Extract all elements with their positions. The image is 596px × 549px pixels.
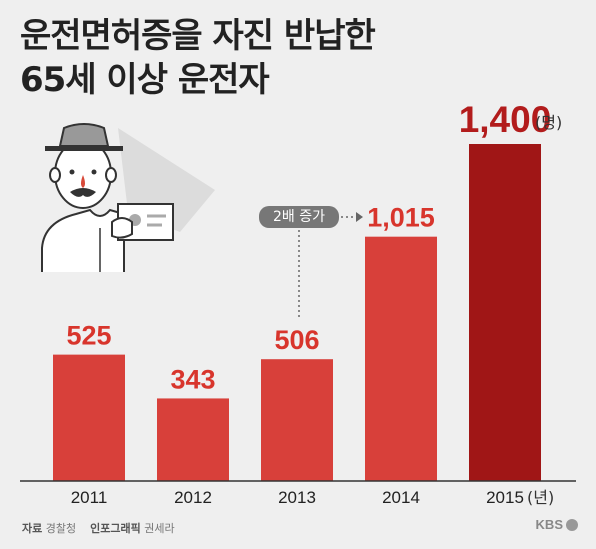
bar-2014 bbox=[365, 236, 437, 481]
category-unit-label: (년) bbox=[527, 488, 554, 507]
annotation-label: 2배 증가 bbox=[273, 209, 325, 225]
bar-2013 bbox=[261, 359, 333, 481]
broadcaster-logo: KBS bbox=[536, 517, 578, 532]
annotation: 2배 증가 bbox=[259, 206, 363, 320]
logo-icon bbox=[566, 518, 578, 531]
x-tick-2013: 2013 bbox=[278, 488, 316, 507]
chart-title: 운전면허증을 자진 반납한 65세 이상 운전자 bbox=[20, 14, 376, 102]
footer-credits: 자료 경찰청 인포그래픽 권세라 bbox=[22, 520, 175, 536]
bars-layer: 525 2011 343 2012 506 2013 1,015 2014 1,400(명) 20… bbox=[53, 99, 562, 507]
value-label-2015: 1,400 bbox=[459, 99, 552, 140]
elderly-driver-illustration bbox=[41, 123, 215, 272]
annotation-arrow-head bbox=[356, 212, 363, 222]
title-line-1: 운전면허증을 자진 반납한 bbox=[20, 16, 376, 56]
title-line-2: 65세 이상 운전자 bbox=[20, 60, 270, 100]
x-tick-2015: 2015 bbox=[486, 488, 524, 507]
bar-2012 bbox=[157, 398, 229, 481]
x-tick-2011: 2011 bbox=[71, 488, 108, 507]
x-tick-2014: 2014 bbox=[382, 488, 420, 507]
source-label: 자료 bbox=[22, 522, 43, 535]
credit-value: 권세라 bbox=[144, 522, 175, 535]
value-label-2013: 506 bbox=[274, 325, 319, 355]
value-label-2012: 343 bbox=[170, 364, 215, 394]
source-value: 경찰청 bbox=[45, 522, 77, 535]
credit-label: 인포그래픽 bbox=[90, 522, 141, 535]
annotation-badge bbox=[259, 206, 339, 228]
value-unit-label: (명) bbox=[535, 113, 562, 132]
bar-2011 bbox=[53, 354, 125, 481]
x-tick-2012: 2012 bbox=[174, 488, 212, 507]
bar-2015 bbox=[469, 144, 541, 481]
value-label-2011: 525 bbox=[66, 321, 111, 351]
value-label-2014: 1,015 bbox=[367, 203, 435, 233]
logo-text: KBS bbox=[535, 517, 563, 532]
